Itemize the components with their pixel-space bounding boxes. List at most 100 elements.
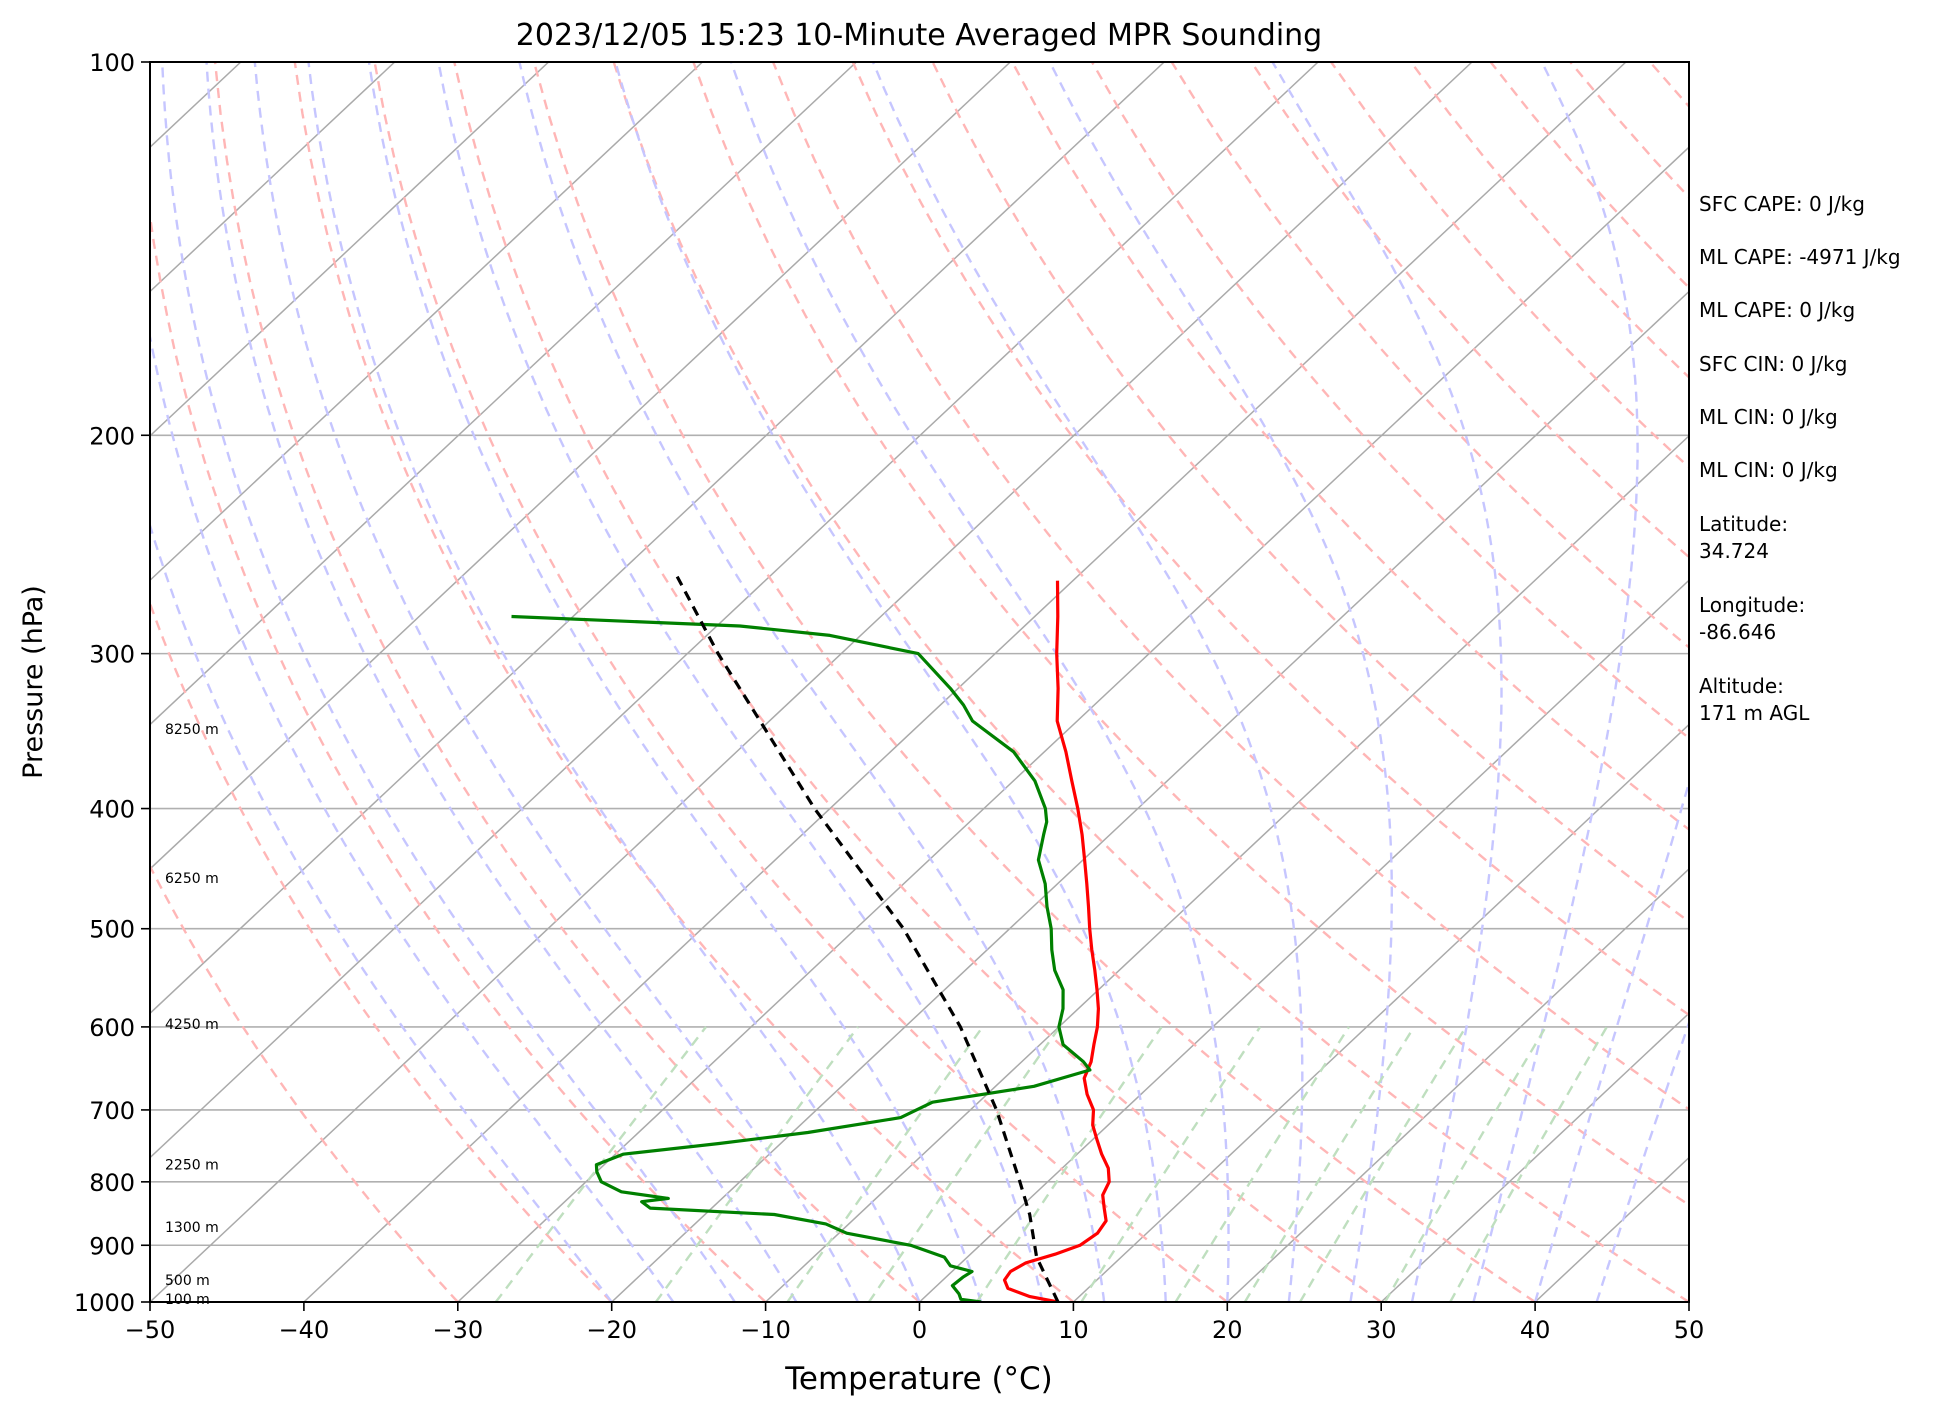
moist-adiabat-line [150,331,675,1302]
dry-adiabat-line [1090,62,1689,740]
y-tick-label: 500 [89,916,135,944]
longitude-value: -86.646 [1699,620,1776,644]
x-tick-label: 50 [1674,1316,1705,1344]
x-tick-label: −30 [432,1316,483,1344]
dry-adiabat-line [373,62,1229,1302]
sfc-cin-text: SFC CIN: 0 J/kg [1699,352,1847,376]
mixing-ratio-line [1384,1026,1547,1302]
isotherm-line [150,62,396,293]
height-labels: 8250 m 6250 m 4250 m 2250 m 1300 m 500 m 100 m [165,722,219,1308]
sfc-cape-text: SFC CAPE: 0 J/kg [1699,192,1865,216]
moist-adiabat-line [1271,62,1503,1302]
mixing-ratio-line [1449,1026,1608,1302]
isotherm-line [150,62,704,582]
isotherm-line [150,62,1473,1302]
dry-adiabat-line [1170,62,1689,649]
longitude-label: Longitude: [1699,593,1805,617]
latitude-value: 34.724 [1699,539,1769,563]
isotherm-line [150,62,1011,870]
height-label: 8250 m [165,722,219,738]
isotherm-line [1226,867,1689,1302]
y-axis-ticks: 100 200 300 400 500 600 700 800 900 1000 [74,49,150,1317]
height-label: 1300 m [165,1220,219,1236]
isotherm-line [150,62,1319,1159]
y-tick-label: 800 [89,1169,135,1197]
moist-adiabat-line [150,521,613,1302]
ml-cape-text-2: ML CAPE: 0 J/kg [1699,298,1855,322]
dry-adiabat-line [1250,62,1689,559]
isotherm-line [457,146,1689,1302]
background-lines [150,62,1689,1302]
y-tick-label: 100 [89,49,135,77]
x-tick-label: 30 [1366,1316,1397,1344]
x-axis-ticks: −50 −40 −30 −20 −10 0 10 20 30 40 50 [125,1302,1705,1344]
y-tick-label: 1000 [74,1289,135,1317]
moist-adiabat-line [1472,62,1639,1302]
latitude-label: Latitude: [1699,512,1788,536]
isotherm-line [150,62,857,726]
dry-adiabat-line [851,62,1689,1017]
info-panel: SFC CAPE: 0 J/kg ML CAPE: -4971 J/kg ML … [1699,192,1901,725]
dry-adiabat-line [612,62,1689,1302]
x-tick-label: −50 [125,1316,176,1344]
mixing-ratio-line [1174,1026,1350,1302]
y-tick-label: 700 [89,1097,135,1125]
isotherm-line [150,62,1165,1015]
x-axis-label: Temperature (°C) [784,1361,1053,1397]
dry-adiabat-line [150,600,613,1302]
ml-cin-text-2: ML CIN: 0 J/kg [1699,458,1838,482]
height-label: 4250 m [165,1017,219,1033]
moist-adiabat-line [730,62,1230,1302]
dry-adiabat-line [931,62,1689,924]
mixing-ratio-line [1080,1026,1262,1302]
mixing-ratio-line [975,1026,1163,1302]
y-tick-label: 300 [89,641,135,669]
ml-cape-text: ML CAPE: -4971 J/kg [1699,245,1901,269]
mixing-ratio-line [1298,1026,1467,1302]
x-tick-label: 10 [1058,1316,1089,1344]
x-tick-label: −20 [586,1316,637,1344]
altitude-label: Altitude: [1699,674,1784,698]
moist-adiabat-line [1595,1019,1689,1302]
isotherm-line [303,62,1627,1302]
moist-adiabat-line [367,62,983,1302]
altitude-value: 171 m AGL [1699,701,1810,725]
x-tick-label: 20 [1212,1316,1243,1344]
moist-adiabat-line [161,62,736,1302]
moist-adiabat-line [614,62,1167,1302]
isotherm-line [150,62,550,437]
x-tick-label: 0 [912,1316,927,1344]
height-label: 6250 m [165,871,219,887]
x-tick-label: 40 [1520,1316,1551,1344]
dry-adiabat-line [293,62,1075,1302]
isotherm-line [1380,1012,1689,1302]
moist-adiabat-line [307,62,921,1302]
isotherm-line [611,290,1689,1302]
mixing-ratio-line [494,1026,707,1302]
y-tick-label: 900 [89,1232,135,1260]
data-series [511,575,1111,1302]
ml-cin-text: ML CIN: 0 J/kg [1699,405,1838,429]
dry-adiabat-line [771,62,1689,1111]
moist-adiabat-line [1533,778,1689,1302]
dry-adiabat-line [213,62,921,1302]
y-axis-label: Pressure (hPa) [18,585,49,779]
y-tick-label: 400 [89,796,135,824]
mixing-ratio-line [867,1026,1061,1302]
height-label: 500 m [165,1273,210,1289]
dewpoint-profile [511,614,1092,1302]
x-tick-label: −10 [740,1316,791,1344]
height-label: 2250 m [165,1158,219,1174]
y-tick-label: 200 [89,422,135,450]
dry-adiabat-line [692,62,1689,1207]
moist-adiabat-line [871,62,1304,1302]
moist-adiabat-line [518,62,1106,1302]
moist-adiabat-line [437,62,1044,1302]
parcel-profile [675,575,1060,1302]
moist-adiabat-line [1048,62,1393,1302]
moist-adiabat-line [205,62,798,1302]
height-label: 100 m [165,1292,210,1308]
mixing-ratio-line [1243,1026,1416,1302]
